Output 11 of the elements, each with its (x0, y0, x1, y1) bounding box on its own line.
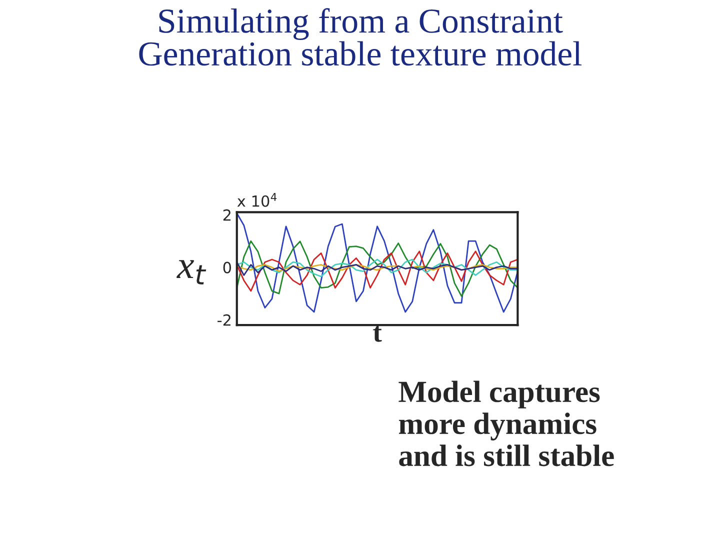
line-series (236, 250, 518, 292)
line-series (236, 240, 518, 297)
x-axis-title: t (373, 326, 382, 342)
line-series (236, 264, 518, 272)
y-tick-label: 2 (223, 209, 230, 221)
text: Model captures more dynamics and is still stable (398, 380, 614, 466)
y-tick-label: -2 (218, 314, 230, 326)
text: x 10$^{4}$ (237, 193, 277, 207)
y-tick-label: 0 (223, 262, 232, 274)
chart-title: Simulating from a Constraint Generation stable texture model (139, 8, 582, 66)
y-axis-title: x$_{t}$ (176, 260, 206, 284)
